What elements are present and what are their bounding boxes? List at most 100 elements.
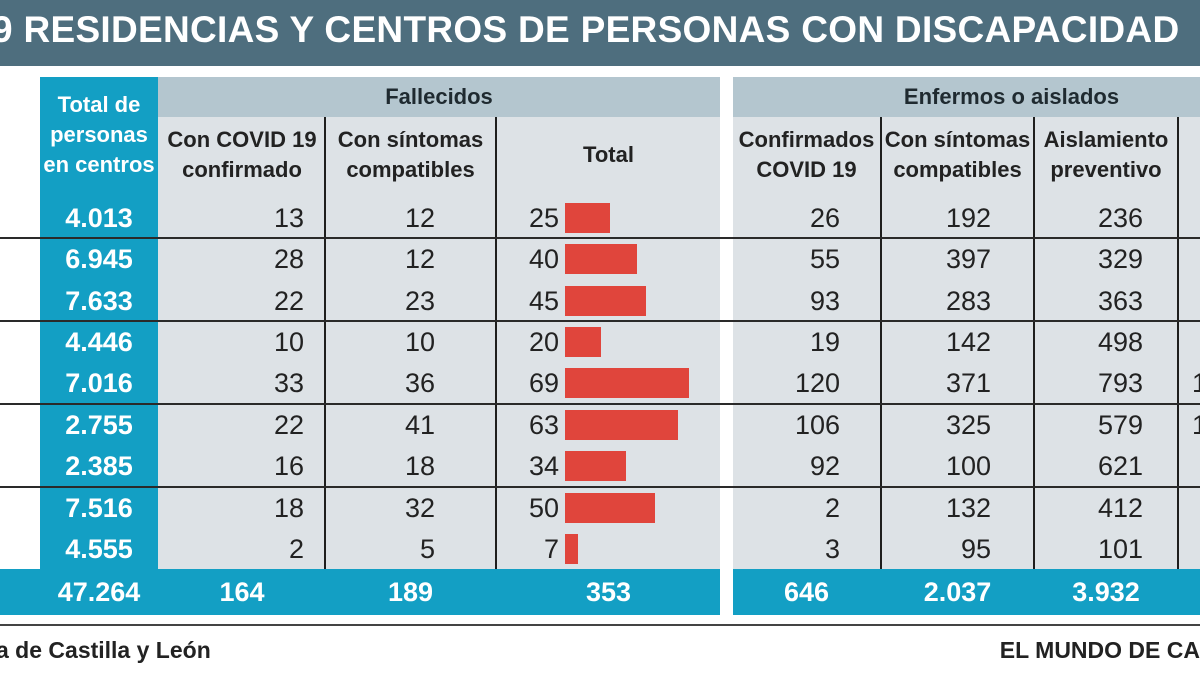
- cell-e-aisl: 236: [1097, 203, 1143, 233]
- cell-e-sint: 325: [945, 410, 991, 440]
- cell-f-sint: 12: [404, 203, 435, 233]
- cell-e-sint: 100: [945, 451, 991, 481]
- cell-f-sint: 5: [419, 534, 435, 564]
- cell-extra: [1177, 529, 1200, 569]
- cell-personas: 7.516: [65, 493, 133, 523]
- subheader-con-covid: Con COVID 19 confirmado: [160, 122, 324, 188]
- subheader-con-sintomas: Con síntomas compatibles: [326, 122, 495, 188]
- cell-f-sint: 12: [404, 244, 435, 274]
- cell-extra: [1177, 488, 1200, 528]
- cell-personas: 7.016: [65, 368, 133, 398]
- cell-f-covid: 22: [273, 286, 304, 316]
- cell-personas: 6.945: [65, 244, 133, 274]
- cell-f-sint: 41: [404, 410, 435, 440]
- cell-e-conf: 2: [824, 493, 840, 523]
- col-sep: [324, 117, 326, 615]
- col-sep: [880, 117, 882, 615]
- cell-e-conf: 3: [824, 534, 840, 564]
- subheader-con-covid-line1: Con COVID 19: [167, 127, 317, 152]
- cell-e-sint: 283: [945, 286, 991, 316]
- cell-f-covid: 16: [273, 451, 304, 481]
- subheader-aislamiento-line2: preventivo: [1050, 157, 1162, 182]
- cell-e-aisl: 101: [1097, 534, 1143, 564]
- cell-f-covid: 33: [273, 368, 304, 398]
- subheader-con-sintomas-line2: compatibles: [346, 157, 475, 182]
- cell-e-aisl: 329: [1097, 244, 1143, 274]
- cell-e-aisl: 579: [1097, 410, 1143, 440]
- cell-f-total: 63: [528, 410, 559, 440]
- total-f-sint: 189: [387, 577, 434, 607]
- footer-divider: [0, 624, 1200, 626]
- total-bar: [565, 410, 678, 440]
- cell-f-total: 40: [528, 244, 559, 274]
- group-divider: [0, 237, 1200, 239]
- cell-f-covid: 2: [288, 534, 304, 564]
- cell-f-covid: 18: [273, 493, 304, 523]
- cell-extra: 1: [1191, 368, 1200, 398]
- cell-f-total: 50: [528, 493, 559, 523]
- total-bar: [565, 534, 578, 564]
- cell-e-aisl: 793: [1097, 368, 1143, 398]
- total-f-covid: 164: [219, 577, 265, 607]
- cell-extra: [1177, 239, 1200, 279]
- cell-f-sint: 32: [404, 493, 435, 523]
- cell-e-aisl: 412: [1097, 493, 1143, 523]
- cell-extra: [1177, 446, 1200, 486]
- total-bar: [565, 368, 689, 398]
- cell-f-sint: 36: [404, 368, 435, 398]
- title-bar: 9 RESIDENCIAS Y CENTROS DE PERSONAS CON …: [0, 0, 1200, 66]
- col-sep: [1033, 117, 1035, 615]
- cell-e-aisl: 498: [1097, 327, 1143, 357]
- subheader-con-sintomas-e-line2: compatibles: [893, 157, 1022, 182]
- total-bar: [565, 493, 655, 523]
- cell-personas: 7.633: [65, 286, 133, 316]
- total-f-total: 353: [585, 577, 632, 607]
- fallecidos-header: Fallecidos: [158, 77, 720, 117]
- personas-header-line3: en centros: [43, 152, 155, 177]
- footer-source: a de Castilla y León: [0, 637, 211, 663]
- cell-personas: 4.013: [65, 203, 133, 233]
- cell-e-sint: 95: [960, 534, 991, 564]
- subheader-aislamiento-line1: Aislamiento: [1043, 127, 1169, 152]
- subheader-con-sintomas-e-line1: Con síntomas: [884, 127, 1031, 152]
- total-bar: [565, 451, 626, 481]
- cell-personas: 4.446: [65, 327, 133, 357]
- total-personas: 47.264: [57, 577, 141, 607]
- cell-e-conf: 55: [809, 244, 840, 274]
- col-sep: [495, 117, 497, 615]
- cell-f-covid: 28: [273, 244, 304, 274]
- footer-credit: EL MUNDO DE CA: [999, 637, 1200, 663]
- cell-e-conf: 120: [794, 368, 840, 398]
- totals-gap: [720, 569, 733, 615]
- group-divider: [0, 320, 1200, 322]
- total-bar: [565, 203, 610, 233]
- cell-extra: [1177, 198, 1200, 238]
- col-sep: [1177, 117, 1179, 615]
- cell-e-conf: 93: [809, 286, 840, 316]
- subheader-confirmados-line2: COVID 19: [756, 157, 857, 182]
- subheader-con-covid-line2: confirmado: [182, 157, 302, 182]
- total-e-aisl: 3.932: [1072, 577, 1140, 607]
- cell-extra: [1177, 322, 1200, 362]
- total-bar: [565, 327, 601, 357]
- personas-column: [40, 77, 158, 615]
- cell-f-total: 25: [528, 203, 559, 233]
- cell-f-sint: 23: [404, 286, 435, 316]
- cell-f-total: 45: [528, 286, 559, 316]
- cell-e-conf: 92: [809, 451, 840, 481]
- subheader-confirmados-line1: Confirmados: [738, 127, 875, 152]
- cell-extra: 1: [1191, 410, 1200, 440]
- cell-e-sint: 142: [945, 327, 991, 357]
- subheader-total: Total: [583, 142, 634, 167]
- cell-f-covid: 10: [273, 327, 304, 357]
- enfermos-header: Enfermos o aislados: [733, 77, 1200, 117]
- subheader-con-sintomas-line1: Con síntomas: [337, 127, 484, 152]
- group-divider: [0, 403, 1200, 405]
- cell-f-total: 7: [543, 534, 559, 564]
- cell-f-total: 69: [528, 368, 559, 398]
- totals-row: [0, 569, 1200, 615]
- enfermos-header-label: Enfermos o aislados: [903, 84, 1120, 109]
- cell-f-covid: 13: [273, 203, 304, 233]
- total-e-sint: 2.037: [923, 577, 992, 607]
- personas-header: Total de personas en centros: [40, 90, 158, 180]
